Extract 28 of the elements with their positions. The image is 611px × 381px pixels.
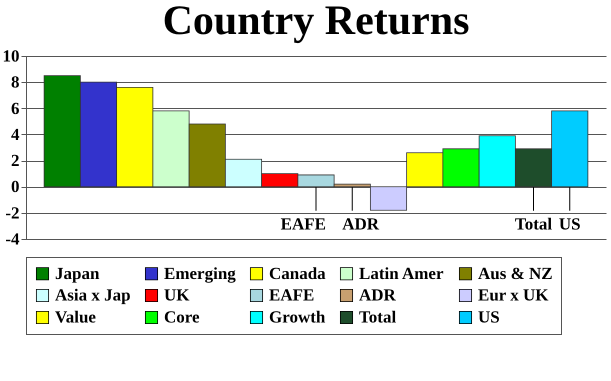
legend-label: ADR <box>359 286 397 304</box>
legend-label: Growth <box>269 308 326 326</box>
y-tick-label: 10 <box>2 46 20 66</box>
y-tick-label: 0 <box>11 177 20 196</box>
y-tick-label: 2 <box>11 151 20 170</box>
legend-label: EAFE <box>269 286 314 304</box>
legend-label: Value <box>55 308 96 326</box>
legend-label: Eur x UK <box>478 286 550 304</box>
annotation: US <box>558 214 581 234</box>
legend-label: US <box>478 308 500 326</box>
annotation: EAFE <box>280 214 326 234</box>
chart-title: Country Returns <box>162 0 470 44</box>
legend-label: Canada <box>269 264 326 283</box>
y-tick-label: -2 <box>5 203 20 222</box>
annotation: Total <box>514 214 552 234</box>
legend-label: Emerging <box>164 264 236 283</box>
y-tick-label: -4 <box>5 230 20 248</box>
y-tick-label: 8 <box>11 72 20 92</box>
legend-label: Aus & NZ <box>478 264 553 283</box>
legend-label: Latin Amer <box>359 264 444 283</box>
y-tick-label: 4 <box>11 124 20 144</box>
legend-label: Core <box>164 308 200 326</box>
y-tick-label: 6 <box>11 98 20 118</box>
legend-label: Asia x Jap <box>55 286 131 304</box>
legend-label: Japan <box>55 264 100 283</box>
annotation: ADR <box>342 214 380 234</box>
legend-label: UK <box>164 286 190 304</box>
legend-label: Total <box>359 308 396 326</box>
